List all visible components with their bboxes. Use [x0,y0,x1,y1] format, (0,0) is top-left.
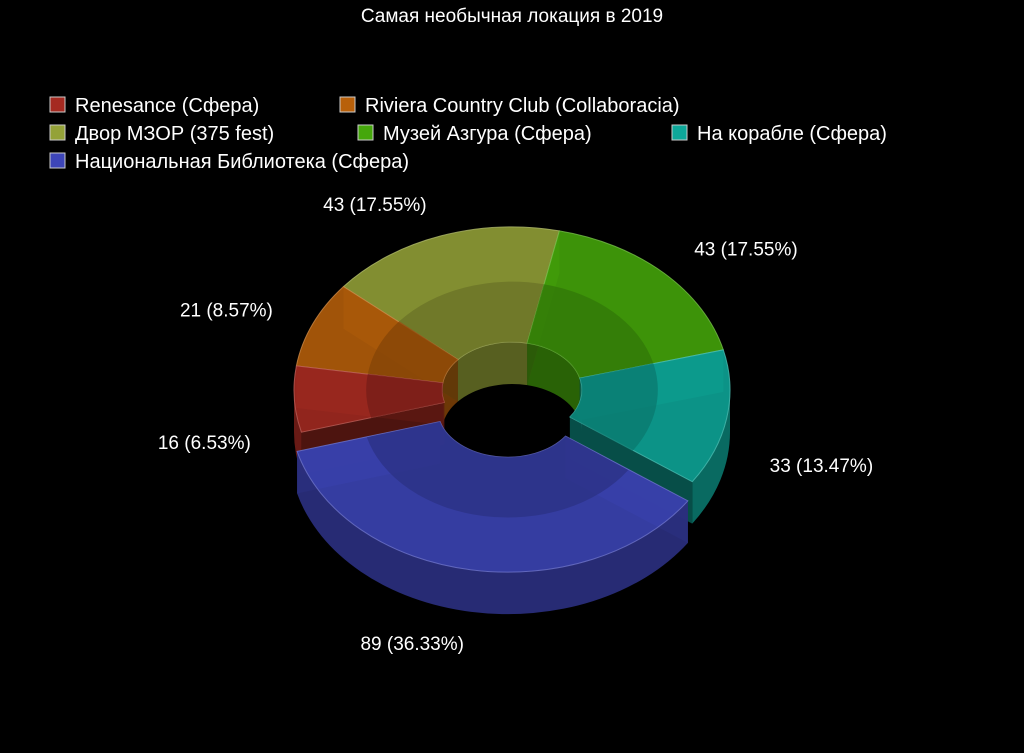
slice[interactable] [296,421,689,615]
legend-label: Renesance (Сфера) [75,95,259,117]
slice-top-shade [366,421,629,518]
legend-swatch [49,96,66,113]
data-label: 89 (36.33%) [360,634,464,655]
legend-swatch [671,124,688,141]
data-label: 21 (8.57%) [180,301,273,322]
legend-label: На корабле (Сфера) [697,123,887,145]
chart-title: Самая необычная локация в 2019 [361,6,663,27]
legend-label: Национальная Библиотека (Сфера) [75,151,409,173]
slice-inner-wall [457,341,528,402]
legend: Renesance (Сфера) Riviera Country Club (C… [49,95,887,173]
slices-layer [293,226,731,615]
legend-swatch [339,96,356,113]
legend-swatch [49,124,66,141]
slice-inner-wall [527,343,580,421]
slice-top-shade [366,373,445,419]
data-label: 33 (13.47%) [770,456,874,477]
legend-label: Riviera Country Club (Collaboracia) [365,95,680,117]
data-labels: 16 (6.53%) 21 (8.57%) 43 (17.55%) 43 (17.55… [158,195,873,655]
data-label: 16 (6.53%) [158,433,251,454]
slice-outer-wall [297,451,688,615]
slice-top-shade [367,321,458,383]
slice-top-shade [569,363,658,451]
legend-swatch [357,124,374,141]
legend-label: Двор МЗОР (375 fest) [75,123,274,145]
legend-swatch [49,152,66,169]
legend-label: Музей Азгура (Сфера) [383,123,592,145]
data-label: 43 (17.55%) [694,240,798,261]
data-label: 43 (17.55%) [323,195,427,216]
slice-top-shade [527,284,654,379]
slice-top-shade [399,281,544,360]
slice[interactable] [342,226,561,402]
